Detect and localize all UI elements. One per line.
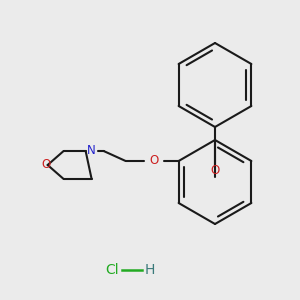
Text: H: H [145,263,155,277]
Text: O: O [149,154,158,167]
Text: O: O [41,158,50,172]
Text: O: O [210,164,220,178]
Text: N: N [87,145,96,158]
Text: Cl: Cl [105,263,119,277]
